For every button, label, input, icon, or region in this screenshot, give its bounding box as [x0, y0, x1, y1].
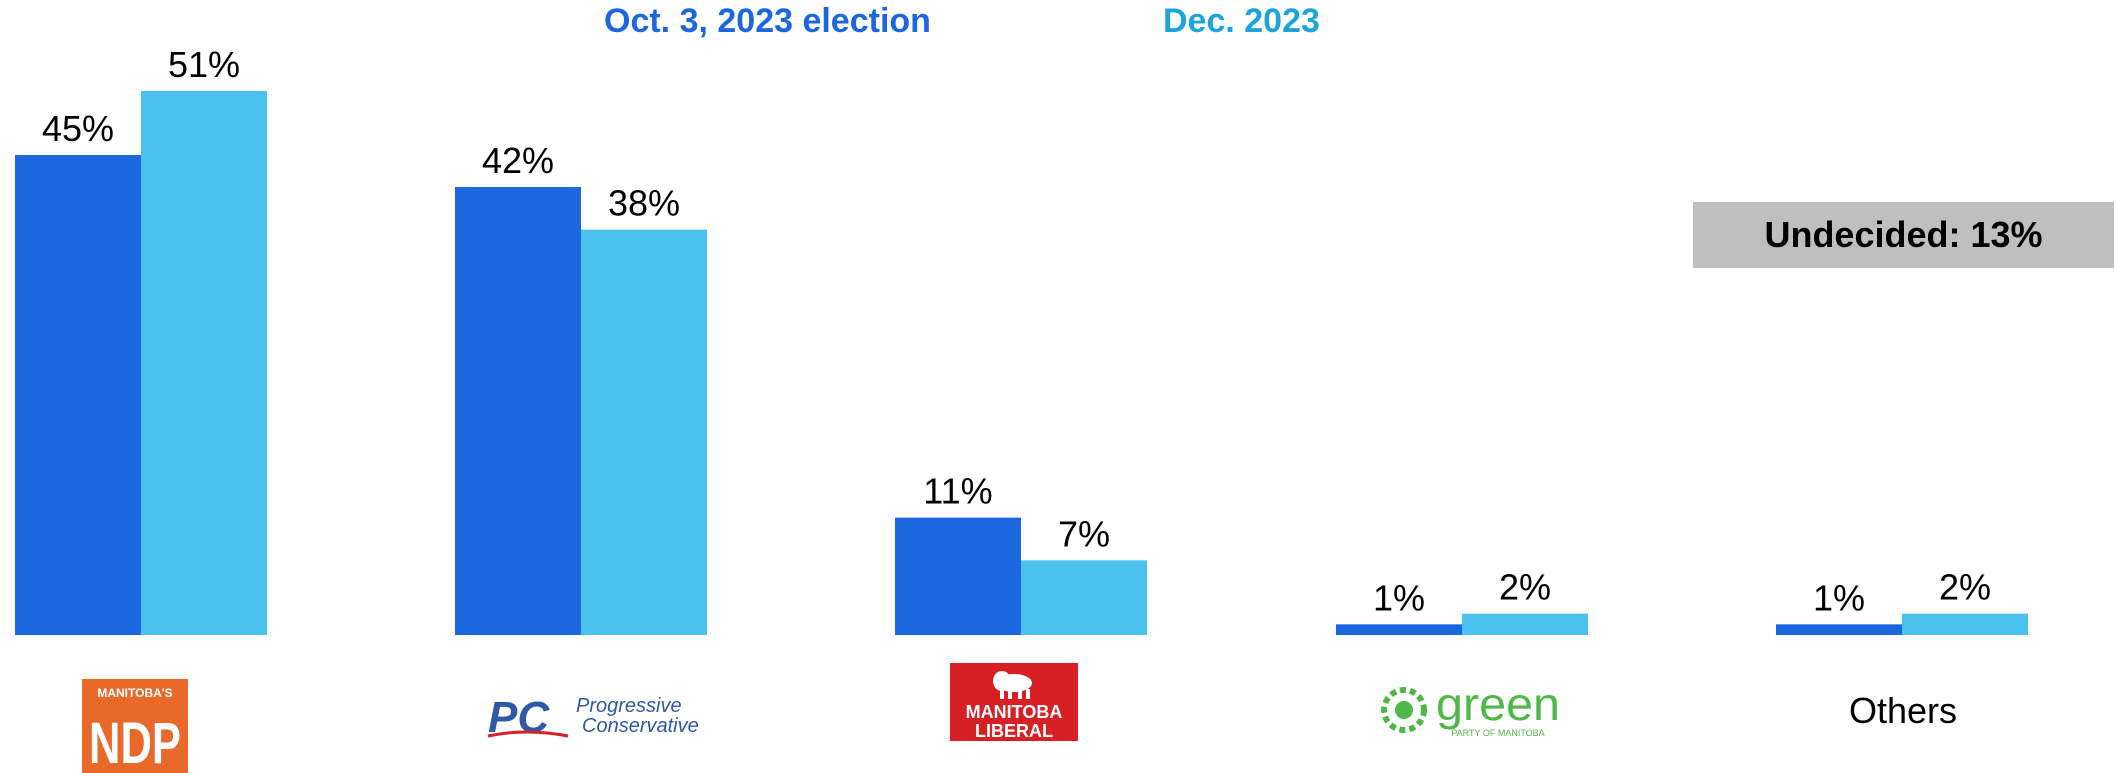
data-label-oct-2023-election-2: 11% [923, 471, 992, 512]
data-label-dec-2023-1: 38% [608, 183, 680, 224]
bar-dec-2023-3 [1462, 613, 1588, 635]
green-logo-main-text: green [1436, 680, 1560, 730]
data-label-dec-2023-0: 51% [168, 44, 240, 85]
bar-oct-2023-election-0 [15, 155, 141, 635]
data-label-dec-2023-3: 2% [1499, 567, 1551, 608]
ndp-logo-top-text: MANITOBA'S [97, 686, 172, 700]
green-party-of-manitoba-logo: green PARTY OF MANITOBA [1381, 680, 1560, 738]
data-label-oct-2023-election-4: 1% [1813, 577, 1865, 618]
liberal-logo-line-2: LIBERAL [975, 721, 1053, 741]
manitoba-ndp-logo: MANITOBA'S NDP [82, 679, 188, 773]
data-label-oct-2023-election-1: 42% [482, 140, 554, 181]
bar-oct-2023-election-3 [1336, 624, 1462, 635]
progressive-conservative-logo: PC Progressive Conservative [487, 693, 699, 740]
manitoba-liberal-logo: MANITOBA LIBERAL [950, 663, 1078, 741]
bar-dec-2023-0 [141, 91, 267, 635]
bar-chart: 45% 51% 42% 38% 11% 7% 1% 2% 1% 2% [15, 44, 2028, 635]
bar-oct-2023-election-4 [1776, 624, 1902, 635]
bar-dec-2023-2 [1021, 560, 1147, 635]
bison-icon [993, 671, 1032, 699]
ndp-logo-main-text: NDP [89, 711, 181, 773]
data-label-oct-2023-election-3: 1% [1373, 577, 1425, 618]
category-label-others: Others [1848, 690, 1958, 731]
bar-dec-2023-4 [1902, 613, 2028, 635]
legend-series-2: Dec. 2023 [1163, 2, 1320, 40]
green-party-leaf-icon [1381, 687, 1427, 733]
bar-oct-2023-election-2 [895, 517, 1021, 635]
undecided-label: Undecided: 13% [1764, 214, 2043, 255]
data-label-oct-2023-election-0: 45% [42, 108, 114, 149]
data-label-dec-2023-2: 7% [1058, 513, 1110, 554]
bar-dec-2023-1 [581, 229, 707, 635]
pc-logo-line-2: Conservative [582, 715, 699, 737]
bar-oct-2023-election-1 [455, 187, 581, 635]
legend-series-1: Oct. 3, 2023 election [604, 2, 931, 40]
pc-logo-swoosh [487, 730, 569, 738]
green-logo-sub-text: PARTY OF MANITOBA [1451, 728, 1544, 738]
undecided-badge: Undecided: 13% [1693, 202, 2114, 268]
data-label-dec-2023-4: 2% [1939, 567, 1991, 608]
pc-logo-line-1: Progressive [576, 695, 682, 717]
liberal-logo-line-1: MANITOBA [966, 702, 1063, 722]
